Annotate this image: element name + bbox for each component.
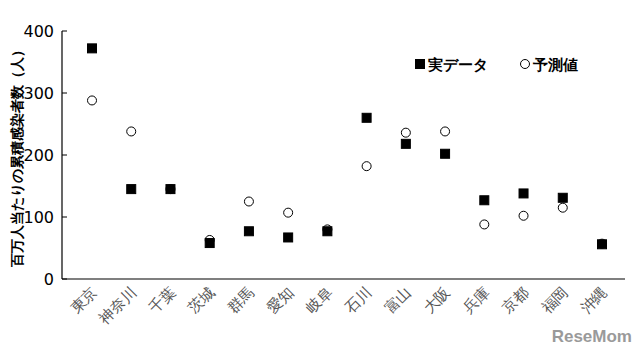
data-point: [205, 239, 214, 248]
data-point: [88, 96, 97, 105]
y-tick-label: 300: [23, 84, 54, 103]
data-point: [401, 128, 410, 137]
data-point: [166, 185, 175, 194]
data-point: [127, 127, 136, 136]
data-point: [362, 113, 371, 122]
y-tick: [62, 155, 67, 156]
x-tick-label: 富山: [381, 283, 415, 317]
x-axis: [62, 278, 625, 279]
data-point: [127, 185, 136, 194]
data-point: [519, 211, 528, 220]
y-tick: [62, 93, 67, 94]
data-point: [284, 208, 293, 217]
series: [88, 96, 607, 248]
data-point: [244, 227, 253, 236]
x-tick-label: 沖縄: [577, 283, 611, 317]
x-tick-label: 神奈川: [96, 283, 141, 328]
x-tick-label: 兵庫: [459, 283, 493, 317]
data-point: [401, 139, 410, 148]
data-point: [598, 240, 607, 249]
x-tick-label: 岐阜: [302, 283, 336, 317]
legend-label: 予測値: [532, 56, 578, 74]
x-tick-label: 茨城: [185, 283, 219, 317]
watermark: ReseMom: [552, 327, 632, 346]
x-tick-label: 千葉: [145, 283, 179, 317]
data-point: [88, 44, 97, 53]
data-point: [480, 196, 489, 205]
legend-marker: [521, 60, 530, 69]
y-tick-label: 0: [44, 270, 54, 289]
x-tick-label: 福岡: [538, 283, 572, 317]
y-tick: [62, 217, 67, 218]
legend-label: 実データ: [427, 56, 488, 74]
legend-marker: [416, 60, 425, 69]
x-tick-label: 京都: [498, 283, 532, 317]
data-point: [558, 193, 567, 202]
data-point: [598, 239, 607, 248]
legend: 実データ 予測値: [416, 56, 579, 74]
chart: 0 100 200 300 400 百万人当たりの累積感染者数（人） 東京神奈川千葉茨城群馬…: [0, 0, 640, 354]
data-point: [284, 233, 293, 242]
data-point: [323, 227, 332, 236]
y-tick-label: 400: [23, 22, 54, 41]
plot-area: [88, 44, 607, 249]
x-tick-label: 愛知: [263, 283, 297, 317]
data-point: [441, 149, 450, 158]
data-point: [519, 189, 528, 198]
data-point: [480, 220, 489, 229]
data-point: [166, 185, 175, 194]
data-point: [558, 203, 567, 212]
x-tick-label: 大阪: [420, 283, 454, 317]
y-tick-label: 100: [23, 208, 54, 227]
x-tick-label: 東京: [67, 283, 101, 317]
y-tick: [62, 279, 67, 280]
x-tick-label: 群馬: [224, 283, 258, 317]
data-point: [362, 162, 371, 171]
x-tick-label: 石川: [342, 283, 376, 317]
y-tick-label: 200: [23, 146, 54, 165]
data-point: [244, 197, 253, 206]
data-point: [441, 127, 450, 136]
series: [88, 44, 607, 249]
y-tick: [62, 31, 67, 32]
y-axis-label: 百万人当たりの累積感染者数（人）: [9, 43, 25, 268]
